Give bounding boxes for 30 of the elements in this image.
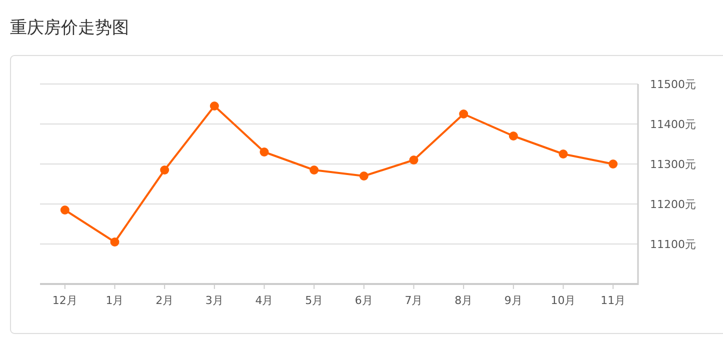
point [310,166,319,174]
point [409,156,418,164]
x-tick-label: 4月 [255,294,274,307]
point [459,110,468,118]
x-tick-label: 3月 [205,294,224,307]
point [110,238,120,246]
point [260,148,269,156]
y-tick-label: 11100元 [650,238,696,251]
x-tick-label: 10月 [550,294,576,307]
y-tick-label: 11200元 [650,198,696,211]
point [160,166,170,174]
point [60,206,70,214]
point [359,172,368,180]
x-tick-label: 2月 [156,294,174,307]
x-tick-label: 8月 [454,294,473,307]
x-tick-label: 1月 [106,294,124,307]
x-tick-label: 12月 [52,294,78,307]
x-tick-label: 5月 [305,294,324,307]
x-tick-label: 11月 [600,294,626,307]
y-tick-label: 11400元 [650,118,696,131]
chart-title: 重庆房价走势图 [10,18,129,38]
point [508,132,518,140]
y-tick-label: 11500元 [650,78,696,91]
point [608,160,618,168]
point [558,150,568,158]
x-tick-label: 7月 [404,294,423,307]
point [210,102,219,110]
x-tick-label: 6月 [354,294,373,307]
x-tick-label: 9月 [504,294,522,307]
y-tick-label: 11300元 [650,158,696,171]
